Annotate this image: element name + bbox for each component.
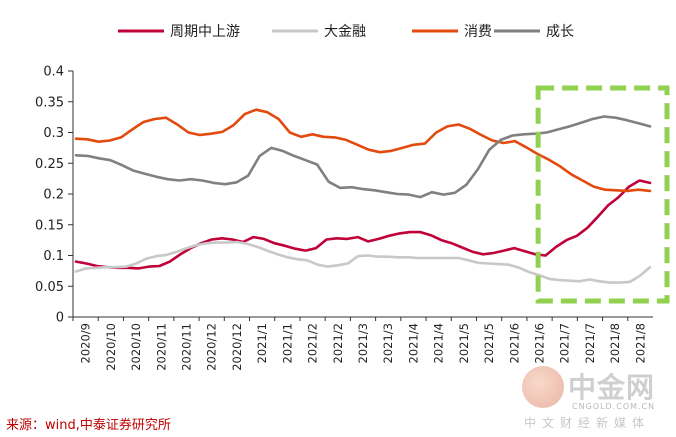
y-tick-label: 0.05 — [35, 280, 64, 295]
y-tick-label: 0.2 — [43, 188, 64, 203]
y-tick-label: 0.3 — [43, 126, 64, 141]
chart-axes: 0 0.05 0.1 0.15 0.2 0.25 0.3 0.35 0.4 2020/9 2020/… — [35, 65, 653, 371]
x-tick-label: 2021/8 — [633, 323, 647, 363]
x-tick-label: 2021/1 — [280, 323, 294, 363]
y-tick-label: 0.4 — [43, 65, 64, 80]
x-tick-label: 2020/12 — [205, 323, 219, 371]
x-tick-label: 2020/11 — [154, 323, 168, 371]
x-tick-label: 2021/1 — [255, 323, 269, 363]
watermark-site: CNGOLD.COM.CN — [572, 402, 656, 411]
x-tick-label: 2021/5 — [482, 323, 496, 363]
x-tick-label: 2021/2 — [306, 323, 320, 363]
y-tick-label: 0.25 — [35, 157, 64, 172]
y-tick-label: 0.1 — [43, 249, 64, 264]
chart-legend: 周期中上游 大金融 消费 成长 — [118, 24, 574, 40]
x-tick-label: 2021/7 — [583, 323, 597, 363]
legend-label: 消费 — [464, 24, 492, 40]
y-tick-label: 0.15 — [35, 218, 64, 233]
x-tick-label: 2020/10 — [104, 323, 118, 371]
watermark: 中金网 CNGOLD.COM.CN 中文财经新媒体 — [522, 366, 672, 430]
x-tick-label: 2020/12 — [230, 323, 244, 371]
source-note: 来源：wind,中泰证券研究所 — [6, 418, 171, 433]
series-line-3 — [74, 115, 652, 199]
x-tick-label: 2021/8 — [608, 323, 622, 363]
highlight-box — [535, 85, 670, 304]
x-tick-label: 2021/3 — [356, 323, 370, 363]
x-tick-label: 2021/5 — [457, 323, 471, 363]
x-tick-label: 2021/6 — [533, 323, 547, 363]
x-tick-label: 2020/10 — [129, 323, 143, 371]
legend-label: 周期中上游 — [170, 24, 240, 40]
series-line-2 — [74, 108, 652, 193]
legend-label: 成长 — [546, 24, 574, 40]
x-tick-label: 2021/2 — [331, 323, 345, 363]
watermark-slogan: 中文财经新媒体 — [524, 416, 651, 430]
watermark-brand: 中金网 — [568, 371, 656, 404]
y-tick-label: 0.35 — [35, 95, 64, 110]
series-line-1 — [74, 240, 652, 284]
highlight-box-layer — [535, 85, 670, 304]
x-tick-label: 2021/3 — [381, 323, 395, 363]
watermark-logo-icon — [522, 366, 564, 408]
series-line-0 — [74, 179, 652, 270]
x-tick-label: 2020/11 — [179, 323, 193, 371]
legend-label: 大金融 — [324, 24, 366, 40]
y-tick-label: 0 — [56, 311, 64, 326]
x-tick-label: 2021/6 — [507, 323, 521, 363]
x-tick-label: 2021/4 — [406, 323, 420, 363]
chart-series — [74, 108, 652, 284]
x-tick-label: 2020/9 — [79, 323, 93, 363]
x-tick-label: 2021/7 — [558, 323, 572, 363]
x-tick-label: 2021/4 — [432, 323, 446, 363]
